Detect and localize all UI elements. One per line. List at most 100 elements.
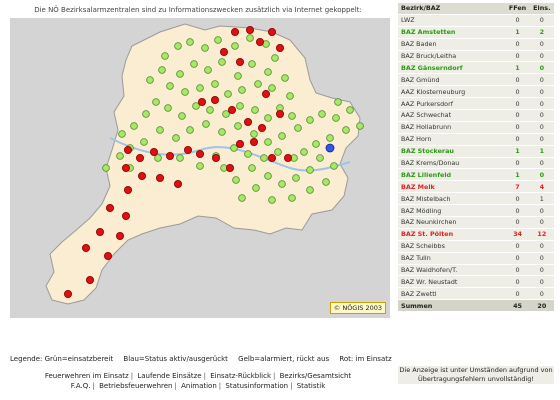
table-row[interactable]: LWZ 0 0 bbox=[398, 14, 554, 27]
station-marker-red[interactable] bbox=[86, 275, 95, 284]
station-marker-green[interactable] bbox=[306, 116, 314, 124]
station-marker-green[interactable] bbox=[326, 134, 334, 142]
station-marker-red[interactable] bbox=[283, 153, 292, 162]
station-marker-green[interactable] bbox=[232, 176, 240, 184]
station-marker-red[interactable] bbox=[104, 251, 113, 260]
station-marker-green[interactable] bbox=[300, 148, 308, 156]
station-marker-green[interactable] bbox=[214, 36, 222, 44]
station-marker-green[interactable] bbox=[102, 164, 110, 172]
station-marker-green[interactable] bbox=[158, 66, 166, 74]
station-marker-green[interactable] bbox=[268, 196, 276, 204]
station-marker-red[interactable] bbox=[197, 98, 206, 107]
station-marker-green[interactable] bbox=[251, 106, 259, 114]
table-row[interactable]: BAZ Waidhofen/T. 0 0 bbox=[398, 264, 554, 277]
table-row[interactable]: BAZ Neunkirchen 0 0 bbox=[398, 216, 554, 229]
table-row[interactable]: AAZ Klosterneuburg 0 0 bbox=[398, 85, 554, 99]
station-marker-green[interactable] bbox=[234, 72, 242, 80]
station-marker-green[interactable] bbox=[246, 34, 254, 42]
table-row[interactable]: BAZ Mistelbach 0 1 bbox=[398, 192, 554, 206]
station-marker-red[interactable] bbox=[116, 231, 125, 240]
district-map[interactable]: © NÖGIS 2003 bbox=[10, 18, 390, 318]
station-marker-red[interactable] bbox=[227, 106, 236, 115]
link-bezirks-gesamtsicht[interactable]: Bezirks/Gesamtsicht bbox=[279, 372, 352, 380]
station-marker-red[interactable] bbox=[124, 145, 133, 154]
station-marker-green[interactable] bbox=[161, 52, 169, 60]
station-marker-green[interactable] bbox=[294, 124, 302, 132]
station-marker-green[interactable] bbox=[312, 140, 320, 148]
link-statistik[interactable]: Statistik bbox=[296, 382, 326, 390]
station-marker-green[interactable] bbox=[176, 70, 184, 78]
station-marker-green[interactable] bbox=[254, 80, 262, 88]
station-marker-green[interactable] bbox=[288, 112, 296, 120]
station-marker-green[interactable] bbox=[322, 178, 330, 186]
link-statusinformation[interactable]: Statusinformation bbox=[225, 382, 289, 390]
station-marker-green[interactable] bbox=[196, 84, 204, 92]
station-marker-red[interactable] bbox=[96, 227, 105, 236]
station-marker-green[interactable] bbox=[186, 38, 194, 46]
station-marker-green[interactable] bbox=[206, 106, 214, 114]
station-marker-green[interactable] bbox=[130, 122, 138, 130]
table-row[interactable]: BAZ Lilienfeld 1 0 bbox=[398, 168, 554, 182]
station-marker-green[interactable] bbox=[201, 44, 209, 52]
link-betriebsfeuerwehren[interactable]: Betriebsfeuerwehren bbox=[99, 382, 173, 390]
station-marker-red[interactable] bbox=[82, 243, 91, 252]
station-marker-green[interactable] bbox=[238, 194, 246, 202]
station-marker-green[interactable] bbox=[192, 102, 200, 110]
table-row[interactable]: BAZ Horn 0 0 bbox=[398, 133, 554, 146]
station-marker-green[interactable] bbox=[140, 138, 148, 146]
table-row[interactable]: BAZ Bruck/Leitha 0 0 bbox=[398, 50, 554, 63]
station-marker-red[interactable] bbox=[243, 118, 252, 127]
station-marker-green[interactable] bbox=[356, 122, 364, 130]
station-marker-green[interactable] bbox=[288, 194, 296, 202]
station-marker-green[interactable] bbox=[166, 82, 174, 90]
station-marker-red[interactable] bbox=[210, 96, 219, 105]
station-marker-green[interactable] bbox=[292, 174, 300, 182]
station-marker-red[interactable] bbox=[136, 153, 145, 162]
table-row[interactable]: BAZ Krems/Donau 0 0 bbox=[398, 157, 554, 170]
station-marker-green[interactable] bbox=[196, 162, 204, 170]
link-laufende-einsaetze[interactable]: Laufende Einsätze bbox=[137, 372, 202, 380]
table-row[interactable]: BAZ Wr. Neustadt 0 0 bbox=[398, 275, 554, 289]
station-marker-red[interactable] bbox=[235, 58, 244, 67]
station-marker-green[interactable] bbox=[248, 164, 256, 172]
station-marker-red[interactable] bbox=[275, 110, 284, 119]
station-marker-green[interactable] bbox=[154, 154, 162, 162]
station-marker-red[interactable] bbox=[245, 25, 254, 34]
station-marker-green[interactable] bbox=[248, 60, 256, 68]
station-marker-green[interactable] bbox=[176, 154, 184, 162]
station-marker-green[interactable] bbox=[281, 74, 289, 82]
station-marker-green[interactable] bbox=[174, 42, 182, 50]
table-row[interactable]: BAZ Mödling 0 0 bbox=[398, 204, 554, 218]
station-marker-green[interactable] bbox=[268, 84, 276, 92]
station-marker-green[interactable] bbox=[278, 132, 286, 140]
table-row[interactable]: BAZ Amstetten 1 2 bbox=[398, 26, 554, 39]
table-row[interactable]: BAZ Melk 7 4 bbox=[398, 180, 554, 194]
table-row[interactable]: BAZ Tulln 0 0 bbox=[398, 252, 554, 265]
station-marker-red[interactable] bbox=[267, 153, 276, 162]
station-marker-red[interactable] bbox=[211, 153, 220, 162]
station-marker-green[interactable] bbox=[202, 120, 210, 128]
station-marker-red[interactable] bbox=[219, 47, 228, 56]
station-marker-green[interactable] bbox=[342, 126, 350, 134]
station-marker-green[interactable] bbox=[306, 186, 314, 194]
station-marker-red[interactable] bbox=[124, 185, 133, 194]
link-feuerwehren-im-einsatz[interactable]: Feuerwehren im Einsatz bbox=[44, 372, 129, 380]
station-marker-red[interactable] bbox=[183, 145, 192, 154]
station-marker-green[interactable] bbox=[332, 114, 340, 122]
station-marker-green[interactable] bbox=[286, 92, 294, 100]
station-marker-red[interactable] bbox=[249, 138, 258, 147]
station-marker-green[interactable] bbox=[264, 114, 272, 122]
station-marker-green[interactable] bbox=[204, 66, 212, 74]
station-marker-red[interactable] bbox=[230, 27, 239, 36]
station-marker-green[interactable] bbox=[244, 150, 252, 158]
table-row[interactable]: BAZ Hollabrunn 0 0 bbox=[398, 121, 554, 134]
table-row[interactable]: BAZ St. Pölten 34 12 bbox=[398, 228, 554, 241]
station-marker-green[interactable] bbox=[146, 76, 154, 84]
station-marker-green[interactable] bbox=[172, 134, 180, 142]
station-marker-red[interactable] bbox=[173, 179, 182, 188]
station-marker-green[interactable] bbox=[346, 106, 354, 114]
link-animation[interactable]: Animation bbox=[181, 382, 217, 390]
station-marker-blue[interactable] bbox=[325, 143, 335, 153]
station-marker-green[interactable] bbox=[178, 112, 186, 120]
station-marker-green[interactable] bbox=[164, 104, 172, 112]
